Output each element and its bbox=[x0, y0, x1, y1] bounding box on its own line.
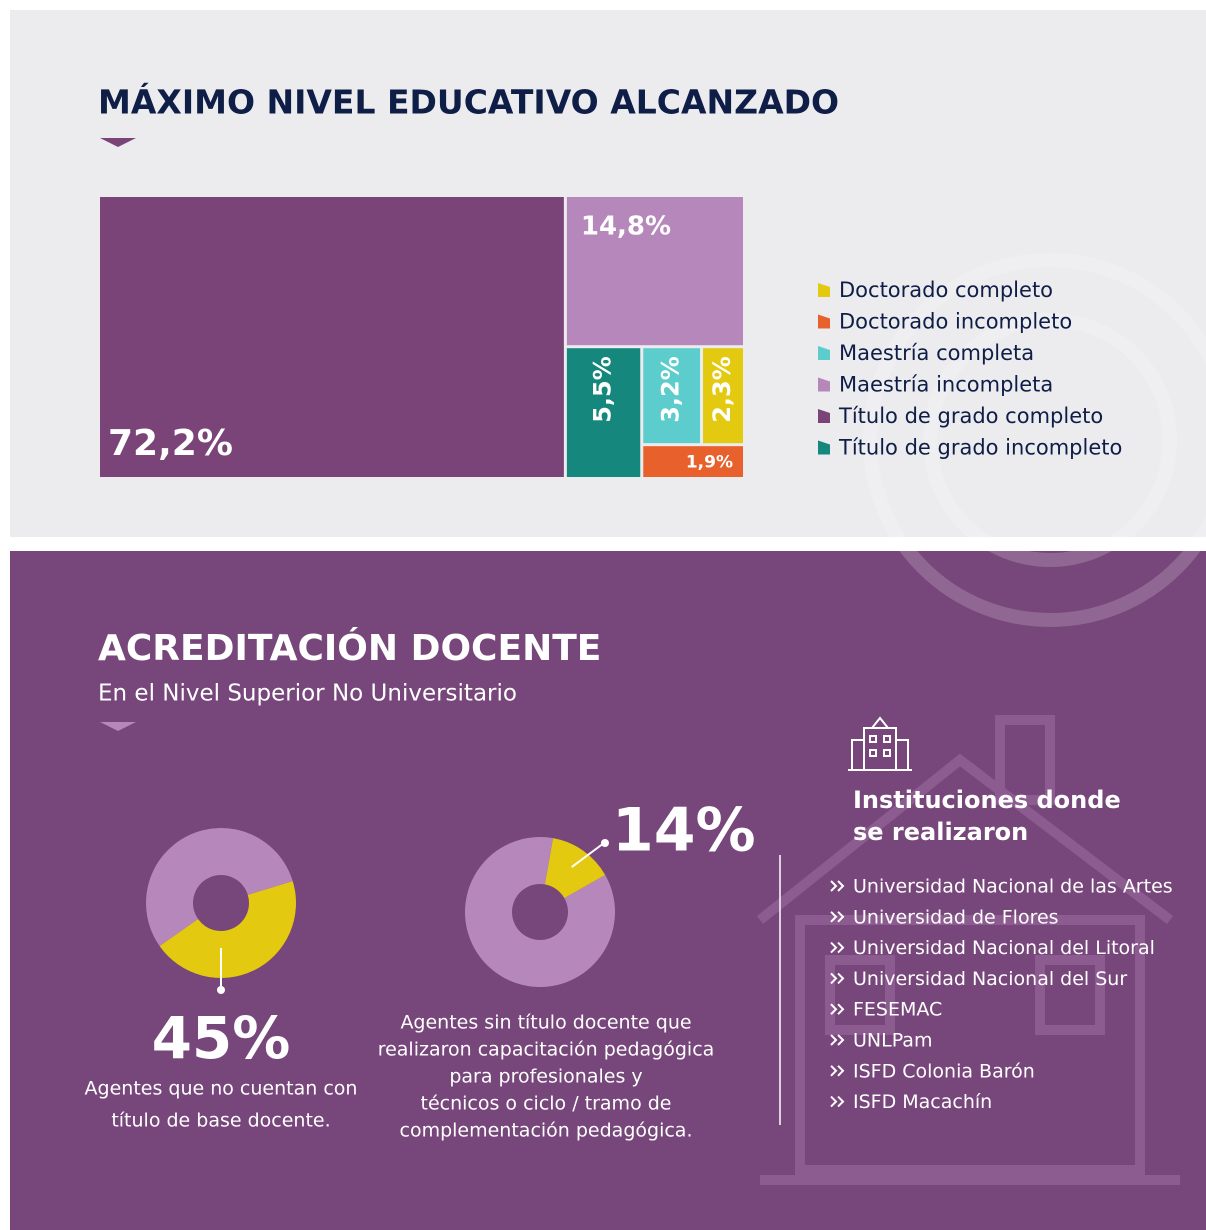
section-title: ACREDITACIÓN DOCENTE bbox=[98, 627, 601, 669]
institution: Universidad Nacional de las Artes bbox=[853, 876, 1173, 898]
caption: complementación pedagógica. bbox=[400, 1120, 693, 1142]
bullet-chevron bbox=[830, 1065, 845, 1077]
subtitle: En el Nivel Superior No Universitario bbox=[98, 681, 517, 707]
legend-label: Maestría completa bbox=[839, 341, 1034, 365]
chevron bbox=[100, 722, 136, 731]
institution: ISFD Macachín bbox=[853, 1091, 992, 1113]
bullet-chevron bbox=[830, 1003, 845, 1015]
value-label: 45% bbox=[152, 1004, 291, 1072]
bullet-chevron bbox=[830, 1095, 845, 1108]
value-label: 2,3% bbox=[708, 356, 736, 423]
value-label: 14% bbox=[612, 796, 756, 866]
legend-label: Maestría incompleta bbox=[839, 373, 1053, 397]
institution: ISFD Colonia Barón bbox=[853, 1060, 1035, 1082]
institution: UNLPam bbox=[853, 1030, 932, 1052]
legend-label: Doctorado incompleto bbox=[839, 310, 1072, 334]
value-label: 5,5% bbox=[589, 356, 617, 423]
caption: para profesionales y bbox=[449, 1066, 642, 1088]
institutions-heading: Instituciones donde bbox=[853, 786, 1121, 814]
donut-slice bbox=[544, 838, 606, 899]
caption: realizaron capacitación pedagógica bbox=[378, 1039, 715, 1061]
legend-label: Doctorado completo bbox=[839, 278, 1053, 302]
caption: título de base docente. bbox=[111, 1110, 330, 1132]
treemap-cell bbox=[566, 348, 641, 477]
institution: Universidad de Flores bbox=[853, 906, 1059, 928]
legend-marker bbox=[818, 409, 830, 423]
institution: Universidad Nacional del Litoral bbox=[853, 937, 1155, 959]
value-label: 3,2% bbox=[657, 356, 685, 423]
bullet-chevron bbox=[830, 1034, 845, 1046]
treemap-cell bbox=[643, 348, 701, 444]
legend-label: Título de grado completo bbox=[838, 404, 1103, 428]
treemap-cell bbox=[703, 348, 743, 444]
building-decoration bbox=[756, 715, 1180, 1185]
section-title: MÁXIMO NIVEL EDUCATIVO ALCANZADO bbox=[98, 82, 839, 122]
donut-slice bbox=[146, 828, 293, 947]
value-label: 14,8% bbox=[581, 212, 671, 242]
bullet-chevron bbox=[830, 941, 845, 954]
leader-dot bbox=[601, 839, 609, 847]
caption: Agentes sin título docente que bbox=[400, 1012, 691, 1034]
institution: FESEMAC bbox=[853, 999, 942, 1021]
legend-marker bbox=[818, 346, 830, 360]
bullet-chevron bbox=[830, 880, 845, 892]
donut-slice bbox=[159, 881, 297, 978]
legend-marker bbox=[818, 440, 830, 455]
chevron bbox=[100, 138, 136, 147]
value-label: 72,2% bbox=[108, 423, 233, 464]
institutions-heading: se realizaron bbox=[853, 818, 1028, 846]
bullet-chevron bbox=[830, 972, 845, 985]
institution: Universidad Nacional del Sur bbox=[853, 968, 1127, 990]
legend-marker bbox=[818, 283, 830, 297]
treemap-cell bbox=[643, 446, 743, 477]
legend-marker bbox=[818, 314, 830, 329]
value-label: 1,9% bbox=[686, 453, 733, 473]
leader-line bbox=[571, 842, 605, 868]
caption: técnicos o ciclo / tramo de bbox=[421, 1093, 672, 1115]
treemap-cell bbox=[100, 197, 564, 477]
donut-slice bbox=[465, 836, 615, 987]
treemap-cell bbox=[566, 197, 743, 346]
leader-dot bbox=[217, 986, 225, 994]
legend-label: Título de grado incompleto bbox=[838, 436, 1122, 460]
decoration bbox=[863, 253, 1206, 627]
bullet-chevron bbox=[830, 911, 845, 923]
legend-marker bbox=[818, 377, 830, 392]
building-icon bbox=[848, 716, 912, 771]
caption: Agentes que no cuentan con bbox=[85, 1078, 358, 1100]
